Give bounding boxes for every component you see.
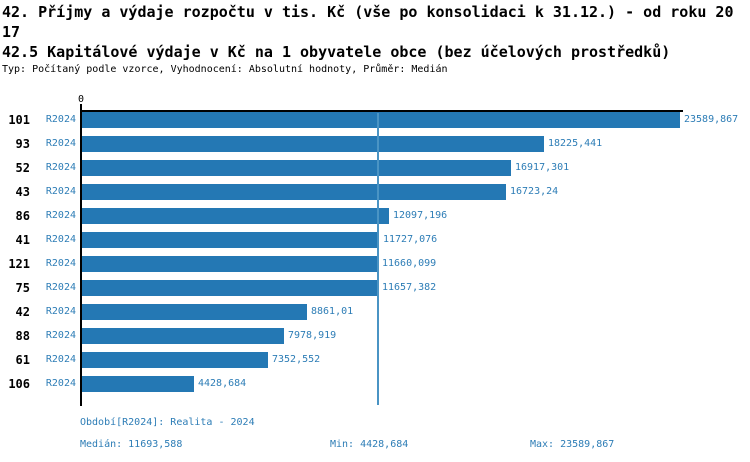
row-value-label: 23589,867 (684, 114, 739, 125)
median-stat: Medián: 11693,588 (80, 439, 183, 450)
row-period-label: R2024 (45, 162, 76, 173)
chart-row: 41 R2024 11727,076 (0, 232, 750, 256)
row-category-label: 121 (8, 257, 30, 271)
row-bar (82, 256, 378, 272)
chart-subtitle: 42.5 Kapitálové výdaje v Kč na 1 obyvate… (2, 43, 671, 61)
row-value-label: 18225,441 (548, 138, 603, 149)
row-bar (82, 232, 379, 248)
row-value-label: 7352,552 (272, 354, 321, 365)
period-caption: Období[R2024]: Realita - 2024 (80, 417, 255, 428)
row-bar (82, 280, 378, 296)
x-axis-line (80, 110, 683, 112)
row-category-label: 52 (15, 161, 30, 175)
max-stat: Max: 23589,867 (530, 439, 615, 450)
row-value-label: 4428,684 (198, 378, 247, 389)
row-bar (82, 136, 544, 152)
row-value-label: 16723,24 (510, 186, 559, 197)
row-bar (82, 160, 511, 176)
row-period-label: R2024 (45, 234, 76, 245)
row-bar (82, 112, 680, 128)
row-category-label: 42 (15, 305, 30, 319)
row-value-label: 11660,099 (382, 258, 437, 269)
row-bar (82, 352, 268, 368)
row-value-label: 12097,196 (393, 210, 448, 221)
chart-row: 61 R2024 7352,552 (0, 352, 750, 376)
chart-row: 52 R2024 16917,301 (0, 160, 750, 184)
row-category-label: 93 (15, 137, 30, 151)
chart-row: 88 R2024 7978,919 (0, 328, 750, 352)
row-period-label: R2024 (45, 114, 76, 125)
row-period-label: R2024 (45, 354, 76, 365)
row-period-label: R2024 (45, 258, 76, 269)
chart-row: 75 R2024 11657,382 (0, 280, 750, 304)
page-title: 42. Příjmy a výdaje rozpočtu v tis. Kč (… (2, 3, 734, 41)
chart-row: 42 R2024 8861,01 (0, 304, 750, 328)
row-period-label: R2024 (45, 282, 76, 293)
row-value-label: 16917,301 (515, 162, 570, 173)
row-period-label: R2024 (45, 138, 76, 149)
row-bar (82, 328, 284, 344)
chart-row: 106 R2024 4428,684 (0, 376, 750, 400)
row-bar (82, 208, 389, 224)
row-bar (82, 304, 307, 320)
row-category-label: 86 (15, 209, 30, 223)
row-category-label: 88 (15, 329, 30, 343)
row-period-label: R2024 (45, 186, 76, 197)
row-category-label: 41 (15, 233, 30, 247)
row-value-label: 11657,382 (382, 282, 437, 293)
chart-row: 101 R2024 23589,867 (0, 112, 750, 136)
row-value-label: 11727,076 (383, 234, 438, 245)
x-axis-zero-tick-label: 0 (77, 94, 85, 105)
row-period-label: R2024 (45, 330, 76, 341)
chart-row: 43 R2024 16723,24 (0, 184, 750, 208)
row-category-label: 61 (15, 353, 30, 367)
chart-meta-line: Typ: Počítaný podle vzorce, Vyhodnocení:… (2, 64, 448, 75)
plot-rows: 101 R2024 23589,867 93 R2024 18225,441 52 R2024… (0, 112, 750, 400)
row-category-label: 75 (15, 281, 30, 295)
row-category-label: 101 (8, 113, 30, 127)
chart-row: 121 R2024 11660,099 (0, 256, 750, 280)
min-stat: Min: 4428,684 (330, 439, 409, 450)
row-value-label: 7978,919 (288, 330, 337, 341)
median-line (377, 113, 379, 405)
chart-row: 93 R2024 18225,441 (0, 136, 750, 160)
row-category-label: 43 (15, 185, 30, 199)
row-bar (82, 184, 506, 200)
row-category-label: 106 (8, 377, 30, 391)
y-axis-line (80, 104, 82, 406)
row-value-label: 8861,01 (311, 306, 354, 317)
row-bar (82, 376, 194, 392)
row-period-label: R2024 (45, 306, 76, 317)
chart-row: 86 R2024 12097,196 (0, 208, 750, 232)
row-period-label: R2024 (45, 378, 76, 389)
row-period-label: R2024 (45, 210, 76, 221)
